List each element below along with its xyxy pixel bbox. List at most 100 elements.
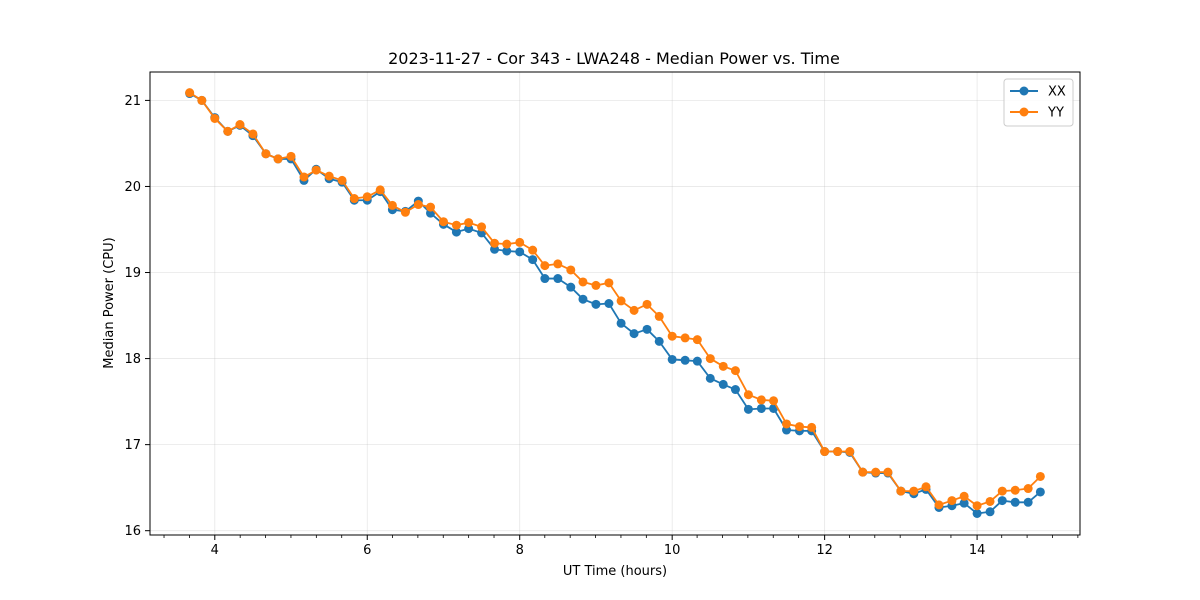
data-point-yy (375, 185, 385, 195)
data-point-yy (692, 335, 702, 345)
x-tick-label: 14 (969, 543, 986, 558)
data-point-yy (451, 220, 461, 230)
data-point-xx (730, 385, 740, 395)
data-point-yy (553, 259, 563, 269)
data-point-yy (604, 278, 614, 288)
data-point-yy (642, 299, 652, 309)
data-point-yy (528, 245, 538, 255)
data-point-xx (718, 379, 728, 389)
plot-frame (149, 71, 1081, 536)
data-point-yy (490, 238, 500, 248)
data-point-xx (540, 274, 550, 284)
data-point-xx (528, 255, 538, 265)
y-tick-label: 16 (124, 524, 141, 539)
data-point-yy (756, 395, 766, 405)
data-point-yy (464, 218, 474, 228)
data-point-xx (1010, 497, 1020, 507)
data-point-yy (210, 113, 220, 123)
data-point-yy (782, 419, 792, 429)
data-point-xx (1023, 497, 1033, 507)
legend-marker-xx (1019, 86, 1029, 96)
data-point-yy (1010, 485, 1020, 495)
data-point-yy (667, 331, 677, 341)
data-point-yy (883, 467, 893, 477)
data-point-yy (426, 202, 436, 212)
series-layer (185, 88, 1045, 518)
data-point-yy (413, 200, 423, 210)
data-point-yy (324, 171, 334, 181)
data-point-yy (235, 120, 245, 129)
data-point-yy (820, 447, 830, 457)
legend-label-yy: YY (1047, 106, 1064, 121)
y-axis: 16 17 18 19 20 21 (124, 94, 150, 539)
data-point-yy (909, 486, 919, 496)
data-point-yy (680, 333, 690, 343)
data-point-yy (629, 305, 639, 315)
data-point-yy (730, 366, 740, 376)
y-tick-label: 21 (124, 94, 141, 109)
data-point-xx (756, 403, 766, 413)
data-point-yy (985, 496, 995, 506)
data-point-yy (502, 239, 512, 249)
data-point-yy (743, 390, 753, 400)
data-point-yy (223, 126, 233, 136)
data-point-yy (997, 486, 1007, 496)
data-point-yy (477, 222, 487, 232)
data-point-yy (578, 277, 588, 287)
data-point-xx (667, 354, 677, 364)
x-tick-label: 4 (211, 543, 219, 558)
data-point-xx (743, 404, 753, 414)
data-point-xx (680, 355, 690, 365)
data-point-yy (273, 154, 283, 164)
data-point-yy (286, 151, 296, 161)
x-tick-label: 10 (664, 543, 681, 558)
data-point-yy (1035, 471, 1045, 481)
data-point-yy (959, 491, 969, 501)
data-point-yy (1023, 484, 1033, 494)
data-point-yy (311, 165, 321, 175)
y-axis-label: Median Power (CPU) (102, 237, 117, 368)
data-point-yy (362, 192, 372, 202)
data-point-xx (578, 294, 588, 304)
data-point-yy (387, 200, 397, 210)
x-tick-label: 6 (363, 543, 371, 558)
data-point-yy (845, 447, 855, 457)
data-point-yy (540, 261, 550, 271)
data-point-xx (566, 282, 576, 292)
data-point-yy (261, 149, 271, 159)
y-tick-label: 19 (124, 266, 141, 281)
data-point-xx (515, 247, 525, 257)
data-point-yy (566, 265, 576, 275)
x-tick-label: 8 (516, 543, 524, 558)
y-tick-label: 20 (124, 180, 141, 195)
x-axis: 4 6 8 10 12 14 (163, 535, 1079, 558)
data-point-xx (604, 299, 614, 308)
x-tick-label: 12 (816, 543, 833, 558)
data-point-xx (616, 318, 626, 328)
data-point-xx (629, 329, 639, 339)
y-tick-label: 17 (124, 438, 141, 453)
data-point-xx (692, 356, 702, 366)
data-point-yy (972, 501, 982, 511)
data-point-xx (1035, 487, 1045, 497)
data-point-yy (616, 296, 626, 306)
data-point-yy (858, 467, 868, 477)
data-point-xx (997, 496, 1007, 506)
legend-marker-yy (1019, 107, 1029, 117)
x-axis-label: UT Time (hours) (563, 564, 667, 579)
data-point-xx (502, 246, 512, 256)
data-point-yy (833, 447, 843, 457)
data-point-yy (921, 482, 931, 492)
data-point-yy (807, 422, 817, 432)
data-point-yy (299, 172, 309, 182)
data-point-yy (337, 175, 347, 185)
y-tick-label: 18 (124, 352, 141, 367)
data-point-xx (972, 508, 982, 518)
legend: XX YY (1003, 78, 1074, 127)
data-point-yy (718, 361, 728, 371)
data-point-xx (591, 299, 601, 309)
chart-title: 2023-11-27 - Cor 343 - LWA248 - Median P… (388, 49, 840, 68)
grid (150, 72, 1080, 535)
data-point-yy (947, 496, 957, 506)
